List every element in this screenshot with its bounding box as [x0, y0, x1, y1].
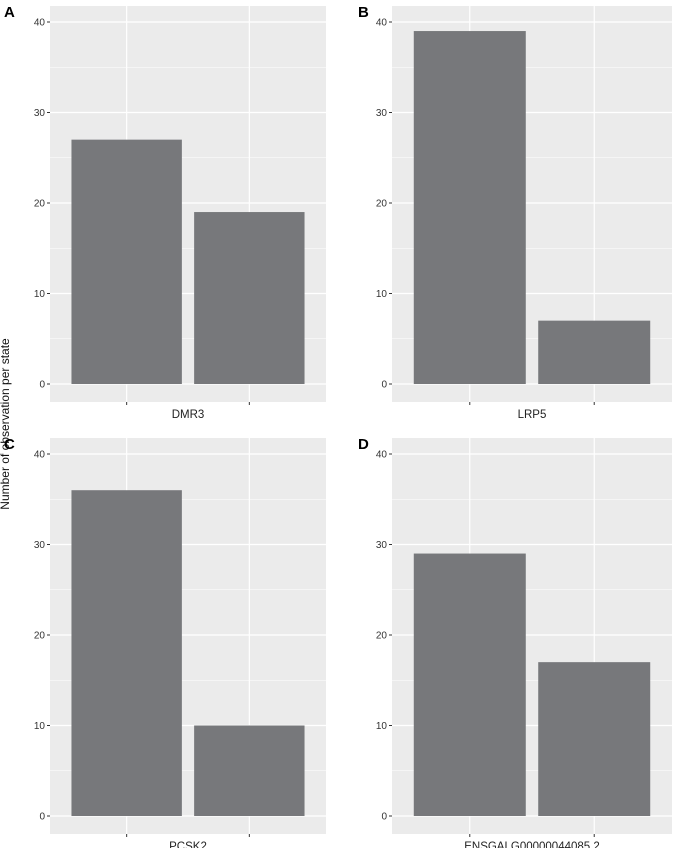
bar [71, 490, 182, 816]
y-tick-label: 20 [376, 631, 388, 642]
x-axis-label: LRP5 [518, 409, 547, 421]
y-tick-label: 40 [34, 450, 46, 461]
y-tick-label: 30 [376, 108, 388, 119]
y-tick-label: 40 [376, 18, 388, 29]
y-tick-label: 10 [34, 289, 46, 300]
y-tick-label: 0 [39, 380, 45, 391]
panel-c: 0 10 20 30 40 PCSK2 C [4, 436, 326, 848]
y-tick-label: 0 [381, 812, 387, 823]
y-tick-label: 10 [34, 721, 46, 732]
panel-letter: C [4, 436, 15, 453]
x-axis-label: ENSGALG00000044085.2 [464, 841, 600, 848]
bar [413, 553, 526, 816]
panel-d: 0 10 20 30 40 ENSGALG00000044085.2 D [358, 436, 672, 848]
y-tick-label: 10 [376, 721, 388, 732]
panel-a: 0 10 20 30 40 DMR3 A [4, 4, 326, 421]
y-tick-label: 10 [376, 289, 388, 300]
x-axis-label: DMR3 [172, 409, 205, 421]
bar [413, 31, 526, 385]
bar [194, 212, 305, 384]
y-tick-label: 40 [34, 18, 46, 29]
panel-b: 0 10 20 30 40 LRP5 B [358, 4, 672, 421]
y-tick-label: 0 [39, 812, 45, 823]
panel-letter: B [358, 4, 369, 21]
bar [194, 725, 305, 816]
panel-letter: D [358, 436, 369, 453]
y-tick-label: 40 [376, 450, 388, 461]
y-axis-title: Number of observation per state [0, 338, 12, 510]
y-tick-label: 30 [34, 540, 46, 551]
bar [538, 320, 651, 384]
y-tick-label: 20 [376, 199, 388, 210]
bar [71, 139, 182, 384]
y-tick-label: 0 [381, 380, 387, 391]
y-tick-label: 30 [376, 540, 388, 551]
y-tick-label: 30 [34, 108, 46, 119]
y-tick-label: 20 [34, 631, 46, 642]
x-axis-label: PCSK2 [169, 841, 207, 848]
panel-letter: A [4, 4, 15, 21]
y-tick-label: 20 [34, 199, 46, 210]
bar [538, 662, 651, 816]
